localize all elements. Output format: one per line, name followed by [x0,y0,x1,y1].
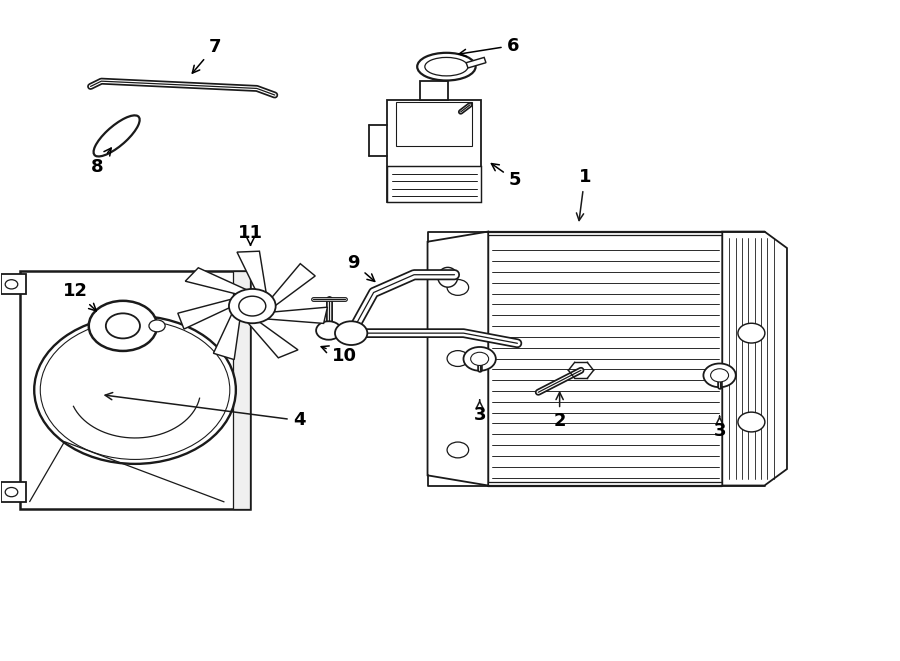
Bar [233,271,249,508]
Polygon shape [266,307,328,323]
Circle shape [738,412,765,432]
Text: 6: 6 [459,36,519,57]
Text: 4: 4 [105,393,305,430]
Bar [1,483,26,502]
Circle shape [238,296,266,316]
Circle shape [34,316,236,464]
Polygon shape [428,231,488,486]
Circle shape [106,313,140,338]
Circle shape [5,280,18,289]
Text: 3: 3 [714,416,725,440]
Text: 5: 5 [491,163,521,189]
Bar [420,81,448,100]
Ellipse shape [94,116,140,157]
Circle shape [335,321,367,345]
Polygon shape [247,321,298,358]
Ellipse shape [425,58,468,76]
Ellipse shape [438,268,457,287]
Polygon shape [271,264,315,307]
Circle shape [711,369,729,382]
Polygon shape [213,313,240,360]
Text: 1: 1 [576,168,591,221]
Circle shape [447,350,469,366]
Text: 11: 11 [238,224,263,245]
Bar [396,102,472,145]
Text: 2: 2 [554,393,566,430]
Circle shape [5,487,18,496]
Text: 9: 9 [347,254,374,282]
Polygon shape [237,251,266,294]
Circle shape [464,347,496,371]
Circle shape [149,320,165,332]
Circle shape [89,301,158,351]
Bar [387,100,482,202]
Polygon shape [723,231,787,486]
Bar [21,271,249,508]
Polygon shape [185,268,248,294]
Text: 10: 10 [321,346,356,365]
Text: 12: 12 [63,282,96,311]
Bar [387,166,482,202]
Circle shape [447,280,469,295]
Circle shape [738,323,765,343]
Circle shape [316,321,341,340]
Bar [1,274,26,294]
Polygon shape [466,58,486,68]
Polygon shape [178,299,233,329]
Circle shape [447,442,469,458]
Circle shape [471,352,489,366]
Ellipse shape [418,53,475,81]
Circle shape [229,289,275,323]
Bar [488,235,723,483]
Text: 8: 8 [91,148,112,176]
Text: 3: 3 [473,400,486,424]
Circle shape [704,364,736,387]
Text: 7: 7 [193,38,220,73]
